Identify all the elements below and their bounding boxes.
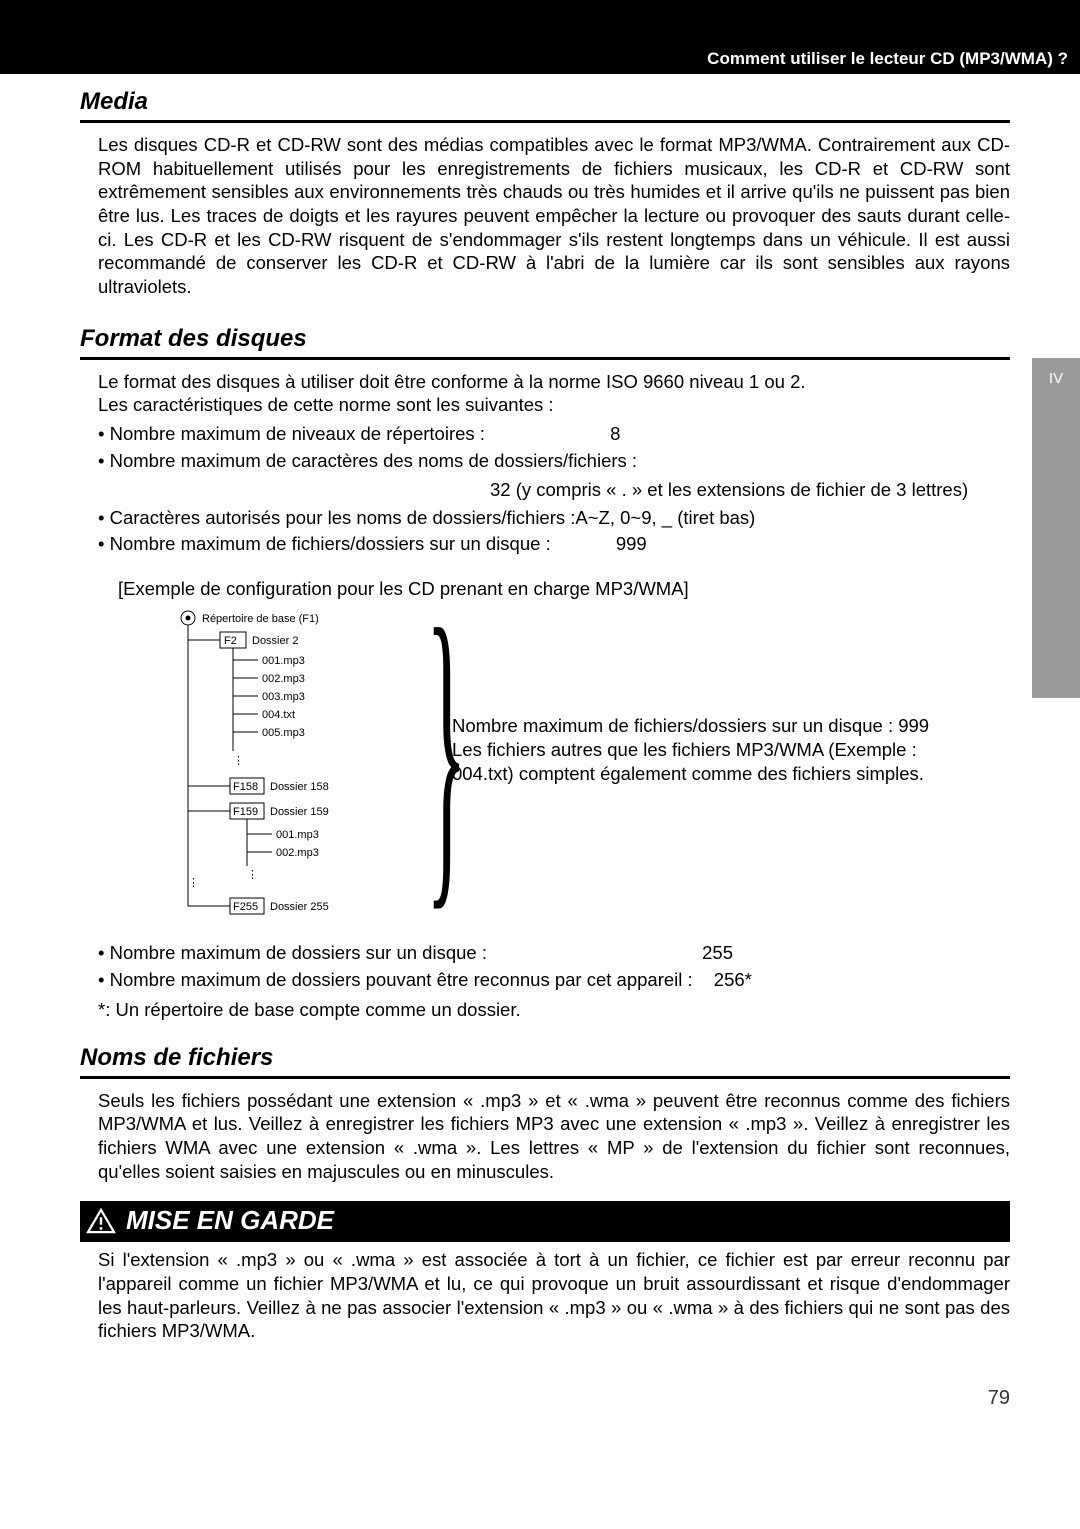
header-breadcrumb: Comment utiliser le lecteur CD (MP3/WMA)… [680, 44, 1080, 74]
top-bar [0, 0, 1080, 44]
format-intro2: Les caractéristiques de cette norme sont… [80, 393, 1010, 417]
warning-body: Si l'extension « .mp3 » ou « .wma » est … [80, 1248, 1010, 1343]
rule [80, 1076, 1010, 1079]
spec-value-wrapped: 32 (y compris « . » et les extensions de… [80, 479, 1010, 501]
spec-label: Nombre maximum de fichiers/dossiers sur … [110, 533, 551, 554]
spec-item: Nombre maximum de caractères des noms de… [80, 448, 1010, 475]
tree-file: 001.mp3 [276, 829, 319, 841]
format-intro1: Le format des disques à utiliser doit êt… [80, 370, 1010, 394]
spec-label: Caractères autorisés pour les noms de do… [110, 507, 756, 528]
tree-node-label: F159 [233, 806, 258, 818]
warning-triangle-icon [86, 1208, 116, 1234]
tree-file: 003.mp3 [262, 691, 305, 703]
section-title-media: Media [80, 88, 1010, 116]
example-label: [Exemple de configuration pour les CD pr… [118, 578, 1010, 600]
ellipsis: ⋮ [247, 869, 258, 881]
folder-tree-diagram: Répertoire de base (F1) F2 Dossier 2 001… [170, 606, 430, 926]
tree-node-caption: Dossier 159 [270, 806, 329, 818]
page: Comment utiliser le lecteur CD (MP3/WMA)… [0, 0, 1080, 1434]
tree-file: 001.mp3 [262, 655, 305, 667]
media-body: Les disques CD-R et CD-RW sont des média… [80, 133, 1010, 299]
spec-value: 8 [610, 421, 620, 448]
spec-list: Caractères autorisés pour les noms de do… [80, 505, 1010, 559]
tree-node-label: F158 [233, 781, 258, 793]
ellipsis: ⋮ [188, 877, 199, 889]
tree-node-caption: Dossier 255 [270, 901, 329, 913]
section-title-filenames: Noms de fichiers [80, 1044, 1010, 1072]
tree-note-line1: Nombre maximum de fichiers/dossiers sur … [452, 715, 929, 736]
tree-note-line2: Les fichiers autres que les fichiers MP3… [452, 739, 924, 784]
tree-note: } Nombre maximum de fichiers/dossiers su… [452, 714, 972, 926]
tree-diagram-wrap: Répertoire de base (F1) F2 Dossier 2 001… [170, 606, 1010, 926]
rule [80, 357, 1010, 360]
tree-node-label: F2 [224, 635, 237, 647]
rule [80, 120, 1010, 123]
spec-item: Nombre maximum de fichiers/dossiers sur … [80, 531, 1010, 558]
tree-node-caption: Dossier 158 [270, 781, 329, 793]
spec-item: Caractères autorisés pour les noms de do… [80, 505, 1010, 532]
spec-item: Nombre maximum de dossiers pouvant être … [80, 967, 1010, 994]
spec-label: Nombre maximum de niveaux de répertoires… [110, 423, 485, 444]
format-footnote: *: Un répertoire de base compte comme un… [80, 998, 1010, 1022]
spec-item: Nombre maximum de dossiers sur un disque… [80, 940, 1010, 967]
tree-file: 004.txt [262, 709, 295, 721]
spec-label: Nombre maximum de dossiers sur un disque… [110, 942, 487, 963]
warning-bar: MISE EN GARDE [80, 1201, 1010, 1242]
spec-label: Nombre maximum de dossiers pouvant être … [110, 969, 693, 990]
filenames-body: Seuls les fichiers possédant une extensi… [80, 1089, 1010, 1184]
content: Media Les disques CD-R et CD-RW sont des… [0, 88, 1080, 1373]
spec-value: 256* [714, 967, 752, 994]
brace-icon: } [426, 610, 467, 889]
page-number: 79 [0, 1373, 1080, 1434]
spec-label: Nombre maximum de caractères des noms de… [110, 450, 637, 471]
section-title-format: Format des disques [80, 325, 1010, 353]
tree-node-label: F255 [233, 901, 258, 913]
tree-file: 002.mp3 [262, 673, 305, 685]
ellipsis: ⋮ [233, 755, 244, 767]
header-left-spacer [0, 44, 680, 74]
spec-list: Nombre maximum de dossiers sur un disque… [80, 940, 1010, 994]
warning-title: MISE EN GARDE [126, 1205, 334, 1236]
spec-value: 999 [616, 531, 647, 558]
tree-root-label: Répertoire de base (F1) [202, 613, 319, 625]
spec-value: 255 [702, 940, 733, 967]
tree-file: 002.mp3 [276, 847, 319, 859]
spec-item: Nombre maximum de niveaux de répertoires… [80, 421, 1010, 448]
spec-list: Nombre maximum de niveaux de répertoires… [80, 421, 1010, 475]
tree-node-caption: Dossier 2 [252, 635, 298, 647]
header-row: Comment utiliser le lecteur CD (MP3/WMA)… [0, 44, 1080, 74]
tree-file: 005.mp3 [262, 727, 305, 739]
